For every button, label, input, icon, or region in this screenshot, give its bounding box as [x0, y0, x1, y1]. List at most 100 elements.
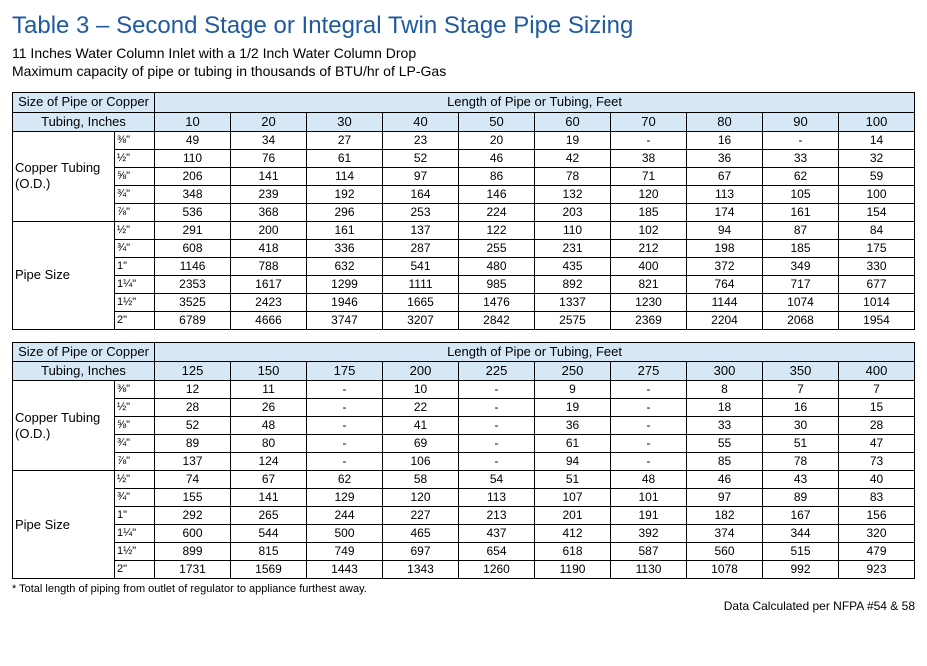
pipe-size: 1½" [115, 543, 155, 561]
capacity-value: 1476 [459, 293, 535, 311]
capacity-value: 4666 [231, 311, 307, 329]
capacity-value: 110 [155, 149, 231, 167]
capacity-value: 541 [383, 257, 459, 275]
pipe-size: ⅝" [115, 167, 155, 185]
capacity-value: 2369 [611, 311, 687, 329]
capacity-value: 1337 [535, 293, 611, 311]
capacity-value: 52 [155, 417, 231, 435]
capacity-value: 372 [687, 257, 763, 275]
capacity-value: 154 [839, 203, 915, 221]
capacity-value: 9 [535, 381, 611, 399]
capacity-value: 892 [535, 275, 611, 293]
capacity-value: 19 [535, 399, 611, 417]
capacity-value: 348 [155, 185, 231, 203]
capacity-value: 48 [611, 471, 687, 489]
capacity-value: 654 [459, 543, 535, 561]
capacity-value: 255 [459, 239, 535, 257]
capacity-value: 94 [687, 221, 763, 239]
table-row: ⅝"20614111497867871676259 [13, 167, 915, 185]
capacity-value: 38 [611, 149, 687, 167]
length-header: 350 [763, 362, 839, 381]
capacity-value: 400 [611, 257, 687, 275]
length-header: 90 [763, 112, 839, 131]
header-size-top: Size of Pipe or Copper [13, 93, 155, 112]
capacity-value: 27 [307, 131, 383, 149]
table-row: 1¼"2353161712991111985892821764717677 [13, 275, 915, 293]
capacity-value: 677 [839, 275, 915, 293]
capacity-value: - [611, 453, 687, 471]
capacity-value: 1230 [611, 293, 687, 311]
capacity-value: 32 [839, 149, 915, 167]
pipe-size: ½" [115, 221, 155, 239]
table-row: ¾"155141129120113107101978983 [13, 489, 915, 507]
capacity-value: 11 [231, 381, 307, 399]
capacity-value: - [307, 453, 383, 471]
capacity-value: 480 [459, 257, 535, 275]
pipe-size: 1¼" [115, 275, 155, 293]
capacity-value: 336 [307, 239, 383, 257]
capacity-value: - [459, 417, 535, 435]
capacity-value: - [307, 417, 383, 435]
length-header: 70 [611, 112, 687, 131]
capacity-value: 253 [383, 203, 459, 221]
table-row: 1½"899815749697654618587560515479 [13, 543, 915, 561]
length-header: 20 [231, 112, 307, 131]
capacity-value: 1146 [155, 257, 231, 275]
capacity-value: 16 [763, 399, 839, 417]
capacity-value: 632 [307, 257, 383, 275]
table-row: Pipe Size½"291200161137122110102948784 [13, 221, 915, 239]
capacity-value: 330 [839, 257, 915, 275]
capacity-value: 33 [687, 417, 763, 435]
capacity-value: - [307, 399, 383, 417]
table-row: 2"17311569144313431260119011301078992923 [13, 561, 915, 579]
length-header: 300 [687, 362, 763, 381]
length-header: 50 [459, 112, 535, 131]
capacity-value: 15 [839, 399, 915, 417]
capacity-value: - [307, 381, 383, 399]
capacity-value: 146 [459, 185, 535, 203]
pipe-size: ¾" [115, 435, 155, 453]
capacity-value: 20 [459, 131, 535, 149]
capacity-value: 2423 [231, 293, 307, 311]
capacity-value: 106 [383, 453, 459, 471]
capacity-value: 587 [611, 543, 687, 561]
capacity-value: 292 [155, 507, 231, 525]
capacity-value: 113 [687, 185, 763, 203]
length-header: 10 [155, 112, 231, 131]
length-header: 275 [611, 362, 687, 381]
table-row: ¾"348239192164146132120113105100 [13, 185, 915, 203]
pipe-size: ½" [115, 399, 155, 417]
capacity-value: 107 [535, 489, 611, 507]
capacity-value: 16 [687, 131, 763, 149]
pipe-size: ½" [115, 149, 155, 167]
capacity-value: 155 [155, 489, 231, 507]
capacity-value: 374 [687, 525, 763, 543]
capacity-value: 392 [611, 525, 687, 543]
header-size-bot: Tubing, Inches [13, 112, 155, 131]
pipe-size: ⅜" [115, 381, 155, 399]
pipe-size: ⅞" [115, 203, 155, 221]
pipe-size: ⅞" [115, 453, 155, 471]
pipe-size: 1½" [115, 293, 155, 311]
capacity-value: 110 [535, 221, 611, 239]
capacity-value: 87 [763, 221, 839, 239]
capacity-value: 76 [231, 149, 307, 167]
pipe-size: 2" [115, 561, 155, 579]
capacity-value: 73 [839, 453, 915, 471]
capacity-value: 86 [459, 167, 535, 185]
capacity-value: 42 [535, 149, 611, 167]
capacity-value: 84 [839, 221, 915, 239]
capacity-value: 185 [763, 239, 839, 257]
capacity-value: 49 [155, 131, 231, 149]
pipe-size: ¾" [115, 489, 155, 507]
capacity-value: 97 [687, 489, 763, 507]
capacity-value: 265 [231, 507, 307, 525]
capacity-value: 206 [155, 167, 231, 185]
capacity-value: 19 [535, 131, 611, 149]
capacity-value: 67 [687, 167, 763, 185]
capacity-value: - [611, 381, 687, 399]
capacity-value: 1665 [383, 293, 459, 311]
capacity-value: 227 [383, 507, 459, 525]
capacity-value: 2204 [687, 311, 763, 329]
capacity-value: 78 [535, 167, 611, 185]
